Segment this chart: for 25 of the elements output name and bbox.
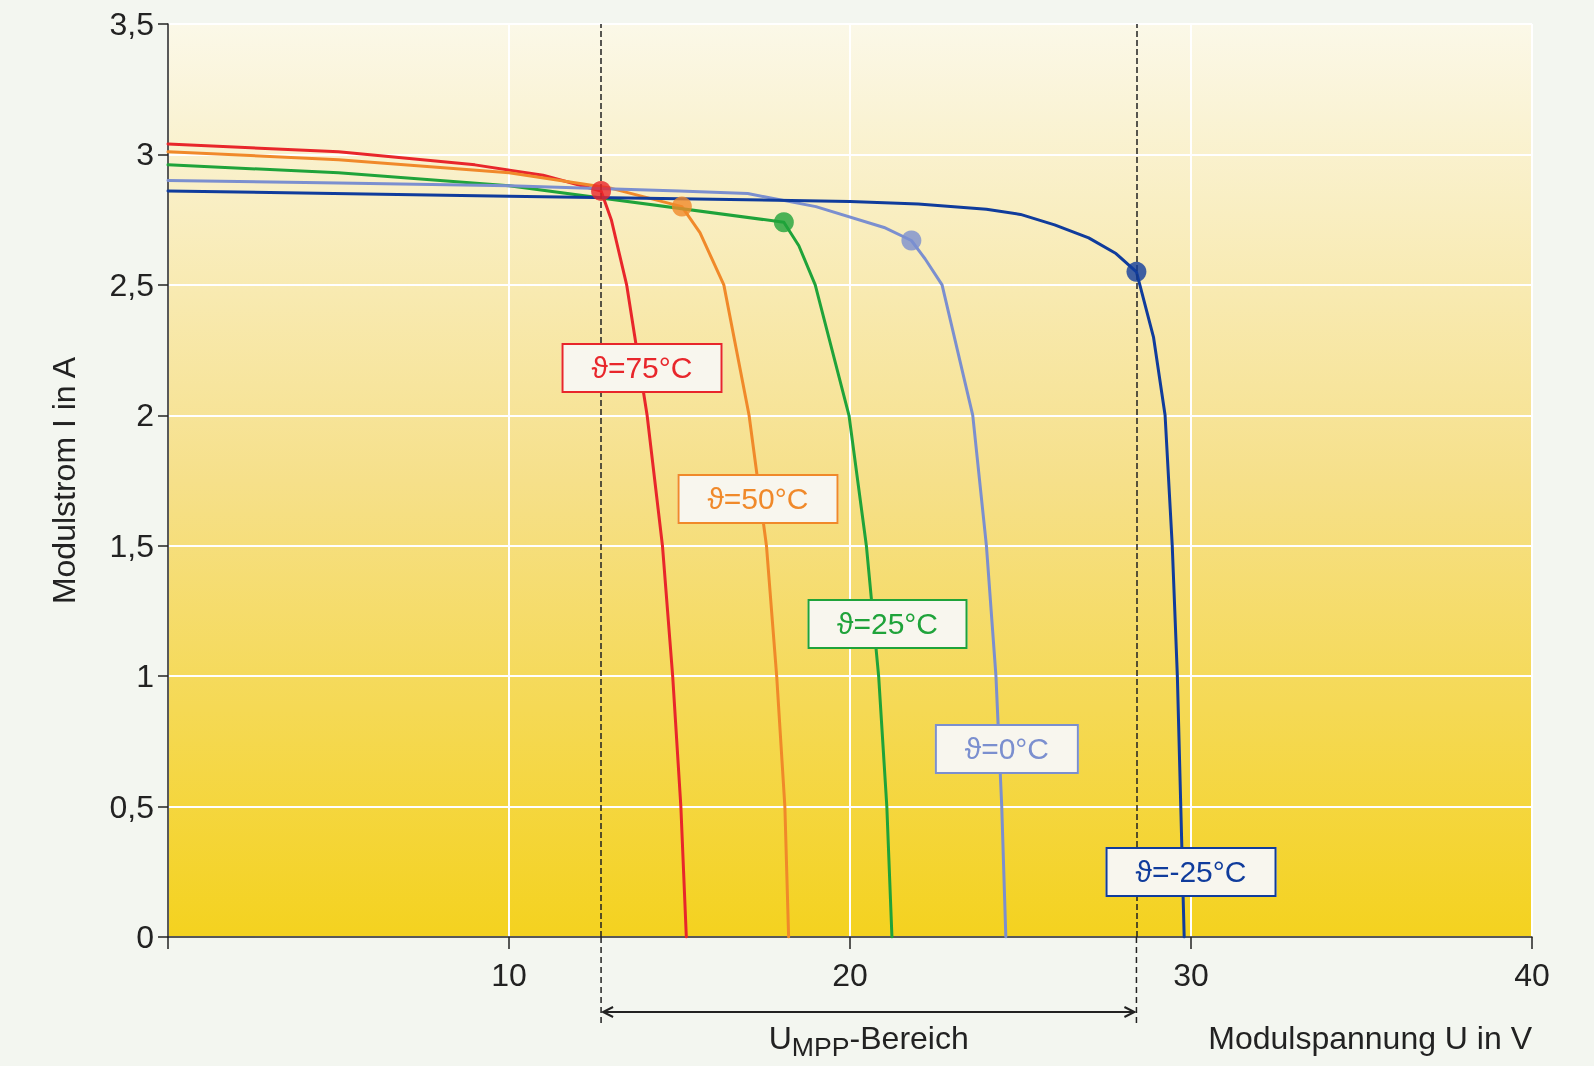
text: U$_{MPP}$-Bereich bbox=[768, 1020, 969, 1064]
x-tick-label: 30 bbox=[1173, 957, 1209, 993]
y-tick-label: 1 bbox=[136, 658, 154, 695]
y-tick-label: 0 bbox=[136, 919, 154, 955]
point bbox=[901, 230, 922, 251]
point bbox=[671, 196, 692, 217]
y-tick-label: 3 bbox=[136, 136, 154, 173]
point bbox=[1126, 261, 1147, 282]
x-tick-label: 40 bbox=[1514, 957, 1550, 993]
series-label: ϑ=0°C bbox=[934, 724, 1079, 775]
x-tick-label: 10 bbox=[491, 957, 527, 993]
x-tick-label: 20 bbox=[832, 957, 868, 993]
y-axis-title: Modulstrom I in A bbox=[46, 356, 82, 605]
series-label: ϑ=-25°C bbox=[1105, 846, 1277, 897]
point bbox=[773, 212, 794, 233]
y-tick-label: 2,5 bbox=[109, 266, 154, 303]
y-tick-label: 3,5 bbox=[109, 6, 154, 42]
y-tick-label: 0,5 bbox=[109, 788, 154, 825]
point bbox=[591, 180, 612, 201]
x-axis-title: Modulspannung U in V bbox=[1208, 1020, 1533, 1056]
y-tick-label: 1,5 bbox=[109, 527, 154, 564]
series-label: ϑ=25°C bbox=[807, 598, 968, 649]
series-label: ϑ=50°C bbox=[677, 473, 839, 524]
y-tick-label: 2 bbox=[136, 397, 154, 434]
series-label: ϑ=75°C bbox=[561, 343, 723, 394]
